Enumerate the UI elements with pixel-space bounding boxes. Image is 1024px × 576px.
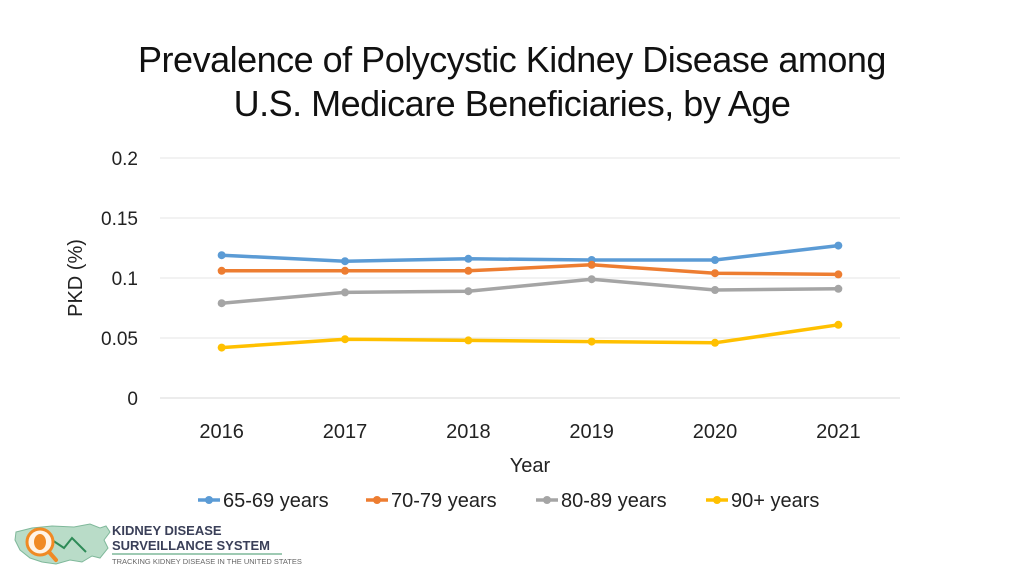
legend-marker-4 (713, 496, 721, 504)
y-tick-label: 0.2 (112, 149, 138, 170)
legend-label-2: 70-79 years (391, 490, 497, 512)
chart-title: Prevalence of Polycystic Kidney Disease … (0, 38, 1024, 126)
logo-line-3: TRACKING KIDNEY DISEASE IN THE UNITED ST… (112, 557, 302, 566)
y-tick-label: 0.15 (101, 209, 138, 230)
series-line-1 (219, 243, 841, 263)
x-tick-label: 2018 (446, 421, 491, 443)
series-line-3 (219, 277, 841, 305)
data-point-series-2 (834, 270, 843, 279)
logo-line-2: SURVEILLANCE SYSTEM (112, 538, 270, 553)
data-point-series-3 (711, 286, 719, 294)
x-axis-label: Year (510, 455, 551, 477)
data-point-series-4 (711, 338, 719, 347)
data-point-series-3 (217, 299, 226, 308)
series-line-4 (219, 323, 841, 350)
data-point-series-3 (834, 284, 843, 293)
data-point-series-3 (341, 288, 349, 297)
data-point-series-1 (341, 257, 349, 266)
legend-label-1: 65-69 years (223, 490, 329, 512)
data-point-series-1 (217, 251, 226, 260)
chart-title-line-2: U.S. Medicare Beneficiaries, by Age (233, 83, 791, 124)
data-point-series-4 (217, 343, 226, 352)
x-tick-label: 2020 (693, 421, 738, 443)
kidney-disease-surveillance-system-logo: KIDNEY DISEASE SURVEILLANCE SYSTEM TRACK… (14, 523, 302, 566)
y-tick-label: 0.05 (101, 329, 138, 350)
x-tick-label: 2021 (816, 421, 861, 443)
data-point-series-4 (341, 335, 349, 344)
x-tick-label: 2016 (199, 421, 244, 443)
y-tick-label: 0 (127, 389, 138, 410)
y-axis-label: PKD (%) (65, 239, 87, 317)
trend-line-icon (51, 536, 87, 553)
data-point-series-2 (217, 266, 226, 275)
data-point-series-2 (711, 269, 719, 278)
data-point-series-4 (587, 337, 596, 346)
x-tick-label: 2019 (569, 421, 614, 443)
data-point-series-3 (464, 287, 473, 296)
data-point-series-3 (587, 275, 596, 284)
legend-marker-3 (543, 496, 551, 504)
data-point-series-1 (711, 256, 719, 264)
legend-marker-2 (373, 496, 381, 504)
legend-marker-1 (205, 496, 213, 504)
kidney-icon (34, 534, 46, 550)
data-point-series-2 (587, 260, 596, 269)
data-point-series-4 (464, 336, 473, 345)
y-tick-label: 0.1 (112, 269, 138, 290)
data-point-series-2 (341, 266, 349, 275)
data-point-series-1 (834, 241, 843, 250)
legend-label-3: 80-89 years (561, 490, 667, 512)
x-tick-label: 2017 (323, 421, 368, 443)
data-point-series-1 (464, 254, 473, 263)
data-point-series-4 (834, 320, 843, 329)
series-line-2 (219, 263, 841, 277)
logo-line-1: KIDNEY DISEASE (112, 523, 222, 538)
legend-label-4: 90+ years (731, 490, 819, 512)
data-point-series-2 (464, 266, 473, 275)
chart-title-line-1: Prevalence of Polycystic Kidney Disease … (138, 39, 886, 80)
